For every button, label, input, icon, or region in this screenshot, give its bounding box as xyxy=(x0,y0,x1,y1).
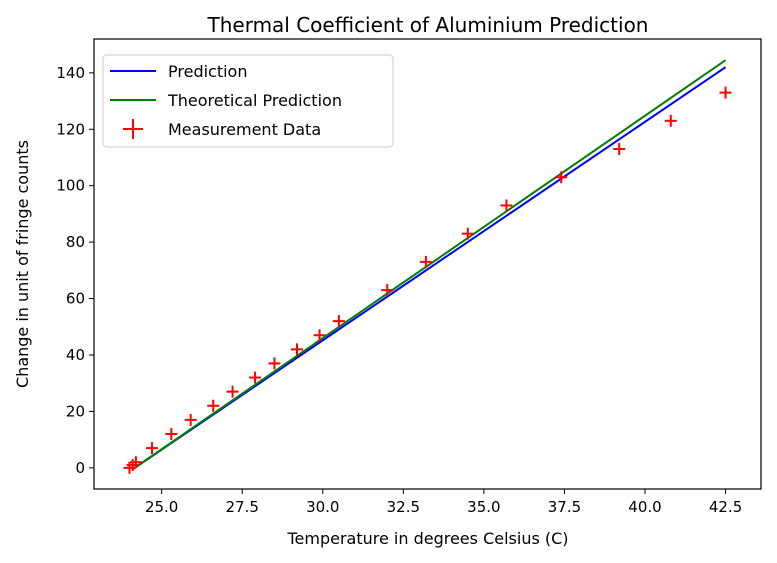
data-point xyxy=(461,227,474,240)
data-point xyxy=(381,284,394,297)
y-tick-label: 100 xyxy=(56,177,85,195)
legend-label-prediction: Prediction xyxy=(168,62,247,81)
y-axis-label: Change in unit of fringe counts xyxy=(13,140,32,388)
x-tick-label: 25.0 xyxy=(145,498,178,516)
y-axis: 0 20 40 60 80 100 120 140 xyxy=(56,64,94,477)
x-tick-label: 40.0 xyxy=(628,498,661,516)
data-point xyxy=(500,199,513,212)
legend-swatch-measurement xyxy=(123,119,143,139)
data-point xyxy=(719,86,732,99)
data-point xyxy=(613,143,626,156)
y-tick-label: 140 xyxy=(56,64,85,82)
data-point xyxy=(291,343,303,356)
y-tick-label: 120 xyxy=(56,120,85,138)
y-tick-label: 20 xyxy=(66,402,85,420)
data-point xyxy=(249,371,262,384)
data-point xyxy=(332,315,345,328)
data-point xyxy=(268,357,281,370)
data-point xyxy=(419,255,432,268)
x-tick-label: 32.5 xyxy=(387,498,420,516)
x-tick-label: 27.5 xyxy=(226,498,259,516)
data-point xyxy=(184,413,197,426)
legend: Prediction Theoretical Prediction Measur… xyxy=(102,54,394,148)
x-tick-label: 42.5 xyxy=(709,498,742,516)
data-point xyxy=(555,171,568,184)
axes-frame xyxy=(93,38,762,490)
data-point xyxy=(313,329,326,342)
data-point xyxy=(129,456,142,469)
data-point xyxy=(207,399,220,412)
data-point xyxy=(165,427,178,440)
legend-label-measurement: Measurement Data xyxy=(168,120,321,139)
x-axis-label: Temperature in degrees Celsius (C) xyxy=(286,529,568,548)
y-tick-label: 60 xyxy=(66,290,85,308)
legend-label-theoretical: Theoretical Prediction xyxy=(167,91,342,110)
x-tick-label: 37.5 xyxy=(548,498,581,516)
x-tick-label: 35.0 xyxy=(467,498,500,516)
legend-box xyxy=(102,54,394,148)
y-tick-label: 80 xyxy=(66,233,85,251)
x-axis: 25.0 27.5 30.0 32.5 35.0 37.5 40.0 42.5 xyxy=(145,489,742,516)
y-tick-label: 0 xyxy=(75,459,85,477)
chart-title: Thermal Coefficient of Aluminium Predict… xyxy=(207,13,649,37)
plot-area xyxy=(123,59,732,474)
data-point xyxy=(226,385,239,398)
series-line-1 xyxy=(132,59,727,471)
data-point xyxy=(146,442,158,455)
y-tick-label: 40 xyxy=(66,346,85,364)
x-tick-label: 30.0 xyxy=(306,498,339,516)
data-point xyxy=(664,114,677,127)
